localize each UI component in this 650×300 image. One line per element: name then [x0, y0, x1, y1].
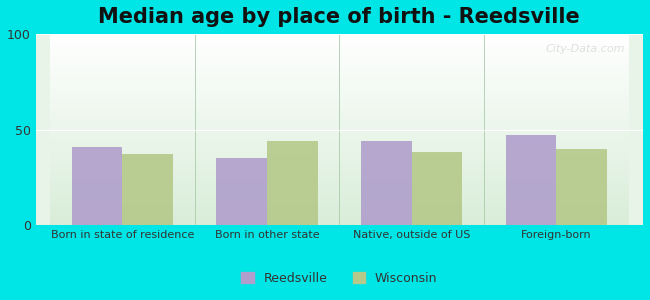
Bar — [72, 147, 122, 225]
Legend: Reedsville, Wisconsin: Reedsville, Wisconsin — [235, 266, 444, 291]
Bar — [506, 135, 556, 225]
Bar — [411, 152, 462, 225]
Bar — [122, 154, 173, 225]
Bar — [556, 148, 607, 225]
Bar — [361, 141, 411, 225]
Bar — [216, 158, 267, 225]
Bar — [267, 141, 318, 225]
Title: Median age by place of birth - Reedsville: Median age by place of birth - Reedsvill… — [99, 7, 580, 27]
Text: City-Data.com: City-Data.com — [545, 44, 625, 54]
